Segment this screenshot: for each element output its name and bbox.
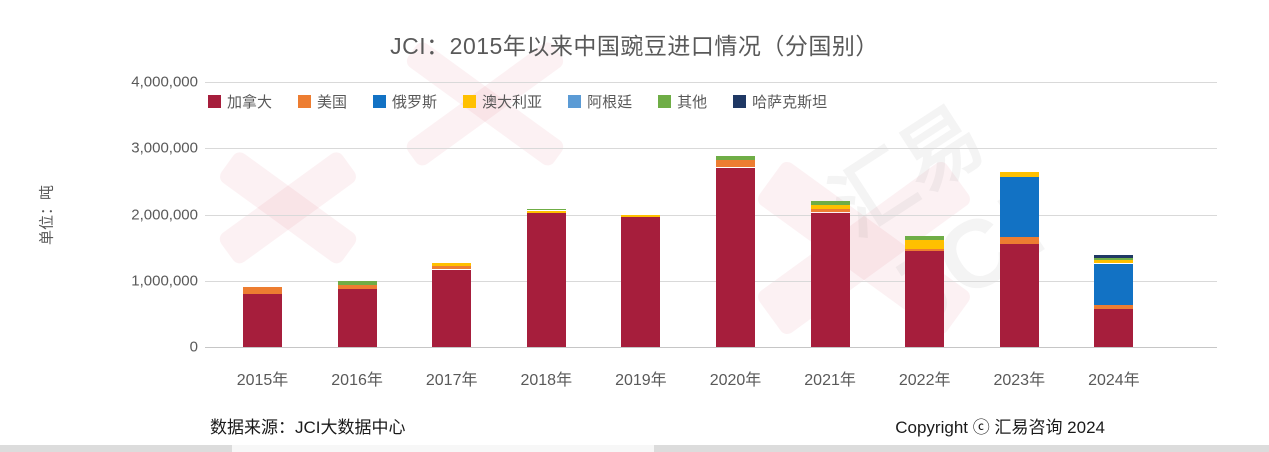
bar-segment-russia-2023 xyxy=(999,177,1039,237)
bar-segment-other-2018 xyxy=(526,209,566,211)
x-axis-tick-label-2016: 2016年 xyxy=(331,372,383,389)
bar-segment-canada-2015 xyxy=(243,294,282,347)
bar-segment-australia-2017 xyxy=(432,263,472,266)
legend-label-russia: 俄罗斯 xyxy=(392,94,438,111)
bar-segment-australia-2019 xyxy=(621,214,661,218)
legend-swatch-russia xyxy=(373,95,387,108)
y-axis-tick-label: 2,000,000 xyxy=(131,206,198,223)
x-axis-tick-label-2022: 2022年 xyxy=(898,372,951,389)
bar-segment-other-2021 xyxy=(810,200,850,205)
bar-segment-canada-2021 xyxy=(810,212,850,347)
bar-segment-usa-2020 xyxy=(716,160,755,168)
bar-segment-other-2016 xyxy=(337,280,377,285)
x-axis-tick-label-2018: 2018年 xyxy=(520,372,573,389)
legend-item-usa: 美国 xyxy=(298,91,347,112)
bar-segment-canada-2024 xyxy=(1094,308,1134,347)
bar-segment-usa-2017 xyxy=(432,265,472,270)
bar-segment-australia-2022 xyxy=(905,240,945,249)
bar-segment-australia-2024 xyxy=(1094,260,1134,264)
bar-segment-canada-2023 xyxy=(999,243,1039,347)
bar-segment-usa-2023 xyxy=(999,237,1039,244)
bar-segment-australia-2021 xyxy=(810,204,850,210)
bar-segment-canada-2020 xyxy=(716,167,755,347)
horizontal-scrollbar-thumb[interactable] xyxy=(232,445,654,452)
legend-item-other: 其他 xyxy=(658,91,707,112)
legend-item-australia: 澳大利亚 xyxy=(463,91,542,112)
bar-segment-usa-2022 xyxy=(905,248,945,251)
bar-segment-usa-2016 xyxy=(337,284,377,289)
horizontal-scrollbar-track[interactable] xyxy=(0,445,1269,452)
x-axis-tick-label-2020: 2020年 xyxy=(709,372,762,389)
bar-segment-canada-2022 xyxy=(905,250,945,347)
bar-segment-other-2022 xyxy=(905,236,945,240)
legend-item-canada: 加拿大 xyxy=(208,91,272,112)
legend-label-kazakhstan: 哈萨克斯坦 xyxy=(752,94,828,111)
bar-segment-australia-2018 xyxy=(526,210,566,213)
legend-swatch-australia xyxy=(463,95,477,108)
chart-title: JCI：2015年以来中国豌豆进口情况（分国别） xyxy=(390,33,879,59)
bar-segment-usa-2015 xyxy=(243,287,282,294)
bar-segment-canada-2019 xyxy=(621,217,661,347)
legend-swatch-other xyxy=(658,95,672,108)
gridline-3000000 xyxy=(205,148,1217,150)
copyright-text: Copyright ⓒ 汇易咨询 2024 xyxy=(895,418,1105,437)
y-axis-tick-label: 0 xyxy=(189,338,198,356)
x-axis-tick-label-2019: 2019年 xyxy=(615,372,667,389)
legend-item-argentina: 阿根廷 xyxy=(568,91,632,112)
x-axis-tick-label-2024: 2024年 xyxy=(1088,372,1140,389)
legend-label-other: 其他 xyxy=(677,94,708,111)
legend-item-russia: 俄罗斯 xyxy=(373,91,437,112)
x-axis-tick-label-2015: 2015年 xyxy=(236,372,289,389)
bar-segment-other-2024 xyxy=(1094,258,1134,261)
bar-segment-usa-2021 xyxy=(810,209,850,213)
bar-segment-other-2020 xyxy=(716,155,755,161)
gridline-1000000 xyxy=(205,280,1217,282)
legend-label-australia: 澳大利亚 xyxy=(482,94,543,111)
gridline-2000000 xyxy=(205,214,1217,216)
bar-segment-australia-2023 xyxy=(999,172,1039,178)
gridline-4000000 xyxy=(205,82,1217,83)
legend-label-canada: 加拿大 xyxy=(227,94,273,111)
gridline-0 xyxy=(205,347,1217,348)
legend-label-argentina: 阿根廷 xyxy=(587,94,633,111)
bar-segment-usa-2024 xyxy=(1094,304,1134,309)
legend-swatch-usa xyxy=(298,95,312,108)
legend-item-kazakhstan: 哈萨克斯坦 xyxy=(733,91,827,112)
x-axis-tick-label-2021: 2021年 xyxy=(804,372,856,389)
data-source-note: 数据来源：JCI大数据中心 xyxy=(210,418,406,437)
legend-swatch-kazakhstan xyxy=(733,95,747,108)
x-axis-tick-label-2017: 2017年 xyxy=(425,372,478,389)
bar-segment-kazakhstan-2024 xyxy=(1094,255,1134,259)
legend-swatch-argentina xyxy=(568,95,582,108)
legend-label-usa: 美国 xyxy=(317,94,348,111)
bar-segment-canada-2018 xyxy=(526,212,566,347)
y-axis-tick-label: 1,000,000 xyxy=(131,272,198,290)
y-axis-tick-label: 4,000,000 xyxy=(131,73,198,91)
bar-segment-russia-2024 xyxy=(1094,263,1134,305)
legend-swatch-canada xyxy=(208,95,221,108)
y-axis-tick-label: 3,000,000 xyxy=(131,139,198,157)
bar-segment-canada-2017 xyxy=(432,269,472,347)
bar-segment-canada-2016 xyxy=(337,288,377,347)
x-axis-tick-label-2023: 2023年 xyxy=(993,372,1046,389)
legend: 加拿大 美国 俄罗斯 澳大利亚 阿根廷 其他 哈萨克斯坦 xyxy=(208,91,827,112)
